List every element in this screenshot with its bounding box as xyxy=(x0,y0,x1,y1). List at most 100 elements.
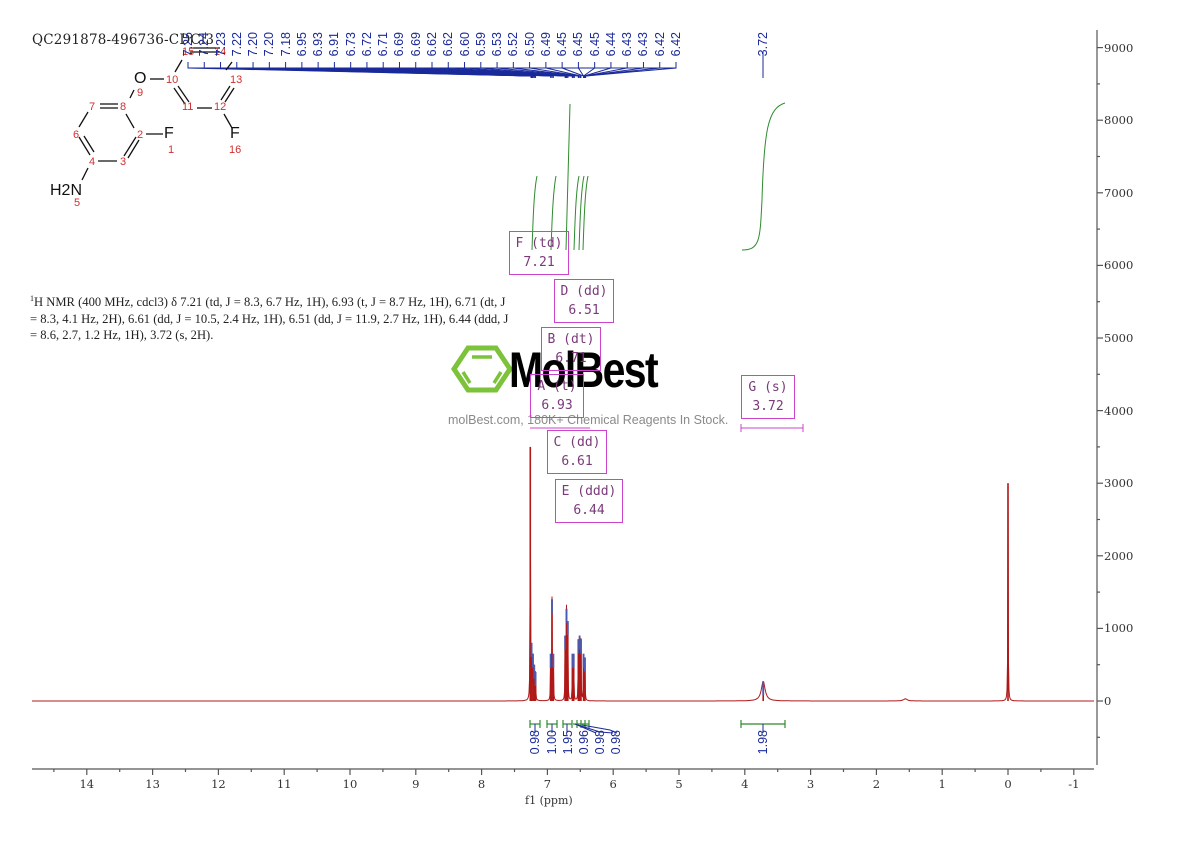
peak-label: 6.43 xyxy=(636,32,651,57)
multiplet-shift: 6.51 xyxy=(568,303,600,318)
atom-number-4: 4 xyxy=(89,156,96,168)
peak-label: 7.24 xyxy=(197,32,212,57)
integral-label: 1.00 xyxy=(545,730,559,755)
multiplet-label: F (td) xyxy=(515,236,563,251)
nmr-description-text: H NMR (400 MHz, cdcl3) δ 7.21 (td, J = 8… xyxy=(30,295,509,343)
peak-label: 6.44 xyxy=(603,32,618,57)
x-tick-label: 6 xyxy=(609,777,617,791)
multiplet-label: E (ddd) xyxy=(561,484,617,499)
atom-fluorine-16: F xyxy=(230,125,240,142)
peak-label: 6.69 xyxy=(408,32,423,57)
y-tick-label: 2000 xyxy=(1104,548,1134,563)
peak-label: 6.91 xyxy=(327,32,342,57)
peak-label: 6.69 xyxy=(392,32,407,57)
x-tick-label: 13 xyxy=(145,777,160,791)
y-tick-label: 5000 xyxy=(1104,331,1134,345)
atom-amine: H2N xyxy=(50,182,83,199)
peak-label: 7.20 xyxy=(246,32,261,57)
multiplet-box-c: C (dd) 6.61 xyxy=(547,430,607,474)
atom-oxygen: O xyxy=(134,70,147,87)
peak-label: 6.71 xyxy=(376,32,391,57)
atom-number-12: 12 xyxy=(214,101,227,113)
x-tick-label: 9 xyxy=(412,777,420,791)
multiplet-range-bars xyxy=(530,424,804,432)
multiplet-label: B (dt) xyxy=(547,332,595,347)
peak-label: 6.45 xyxy=(571,32,586,57)
nucleus-superscript: 1 xyxy=(30,294,34,303)
multiplet-shift: 6.93 xyxy=(541,398,573,413)
multiplet-box-b: B (dt) 6.71 xyxy=(541,327,601,371)
multiplet-shift: 6.61 xyxy=(561,454,593,469)
y-tick-label: 0 xyxy=(1104,694,1112,708)
y-tick-label: 6000 xyxy=(1104,258,1134,273)
atom-number-10: 10 xyxy=(166,74,179,86)
x-axis xyxy=(32,768,1094,775)
integral-label: 0.98 xyxy=(528,730,542,755)
atom-number-8: 8 xyxy=(120,101,127,113)
integral-label: 0.98 xyxy=(593,730,607,755)
x-axis-label: f1 (ppm) xyxy=(525,794,573,807)
multiplet-shift: 6.44 xyxy=(573,503,605,518)
atom-number-1: 1 xyxy=(168,144,175,156)
y-tick-label: 9000 xyxy=(1104,40,1134,55)
multiplet-shift: 6.71 xyxy=(555,351,587,366)
peak-label: 6.45 xyxy=(587,32,602,57)
y-tick-label: 4000 xyxy=(1104,403,1134,418)
peak-label: 6.49 xyxy=(538,32,553,57)
peak-label: 6.95 xyxy=(294,32,309,57)
peak-label: 6.93 xyxy=(311,32,326,57)
integral-label: 0.98 xyxy=(609,730,623,755)
peak-label: 7.22 xyxy=(229,32,244,57)
peak-label-connectors xyxy=(187,62,677,78)
atom-number-11: 11 xyxy=(182,101,194,113)
x-tick-label: 4 xyxy=(741,777,749,791)
x-tick-label: 11 xyxy=(276,777,292,791)
peak-label: 6.72 xyxy=(359,32,374,57)
x-tick-label: 2 xyxy=(872,777,881,791)
multiplet-box-g: G (s) 3.72 xyxy=(741,375,795,419)
atom-number-2: 2 xyxy=(137,129,144,141)
atom-fluorine-1: F xyxy=(164,125,174,142)
integral-label: 1.98 xyxy=(756,730,770,755)
nmr-description: 1H NMR (400 MHz, cdcl3) δ 7.21 (td, J = … xyxy=(30,291,510,344)
peak-label: 6.42 xyxy=(652,32,667,57)
y-tick-label: 8000 xyxy=(1104,113,1134,128)
atom-number-7: 7 xyxy=(89,101,96,113)
peak-label: 6.60 xyxy=(457,32,472,57)
x-tick-label: 12 xyxy=(211,777,226,791)
atom-number-9: 9 xyxy=(137,87,144,99)
spectrum-trace xyxy=(32,446,1094,702)
multiplet-box-e: E (ddd) 6.44 xyxy=(555,479,623,523)
multiplet-label: G (s) xyxy=(748,380,788,395)
peak-label: 7.25 xyxy=(181,32,195,57)
integration-ticks xyxy=(534,723,764,734)
peak-label: 6.53 xyxy=(490,32,505,57)
atom-number-5: 5 xyxy=(74,197,81,209)
y-axis xyxy=(1096,30,1103,765)
atom-number-14: 14 xyxy=(214,46,227,58)
y-tick-label: 3000 xyxy=(1104,476,1134,491)
peak-label: 6.42 xyxy=(669,32,683,57)
peak-label: 6.52 xyxy=(506,32,521,57)
integration-bars xyxy=(529,720,786,728)
sample-title: QC291878-496736-CDCl3 xyxy=(32,32,215,48)
multiplet-shift: 3.72 xyxy=(752,399,784,414)
x-tick-label: 3 xyxy=(806,777,815,791)
watermark-tagline: molBest.com, 180K+ Chemical Reagents In … xyxy=(448,413,729,427)
atom-number-3: 3 xyxy=(120,156,127,168)
x-tick-label: 0 xyxy=(1004,777,1012,791)
atom-number-6: 6 xyxy=(73,129,80,141)
atom-number-16: 16 xyxy=(229,144,242,156)
peak-label: 6.73 xyxy=(343,32,358,57)
x-tick-label: 5 xyxy=(675,777,683,791)
integral-curves xyxy=(531,102,786,251)
peak-label: 6.62 xyxy=(425,32,439,57)
peak-label: 6.45 xyxy=(555,32,570,57)
y-tick-label: 1000 xyxy=(1104,621,1134,636)
peak-label: 6.43 xyxy=(620,32,635,57)
multiplet-shift: 7.21 xyxy=(523,255,555,270)
x-tick-label: 7 xyxy=(543,777,552,791)
integral-label: 1.95 xyxy=(561,730,575,755)
multiplet-label: A (t) xyxy=(537,379,577,394)
